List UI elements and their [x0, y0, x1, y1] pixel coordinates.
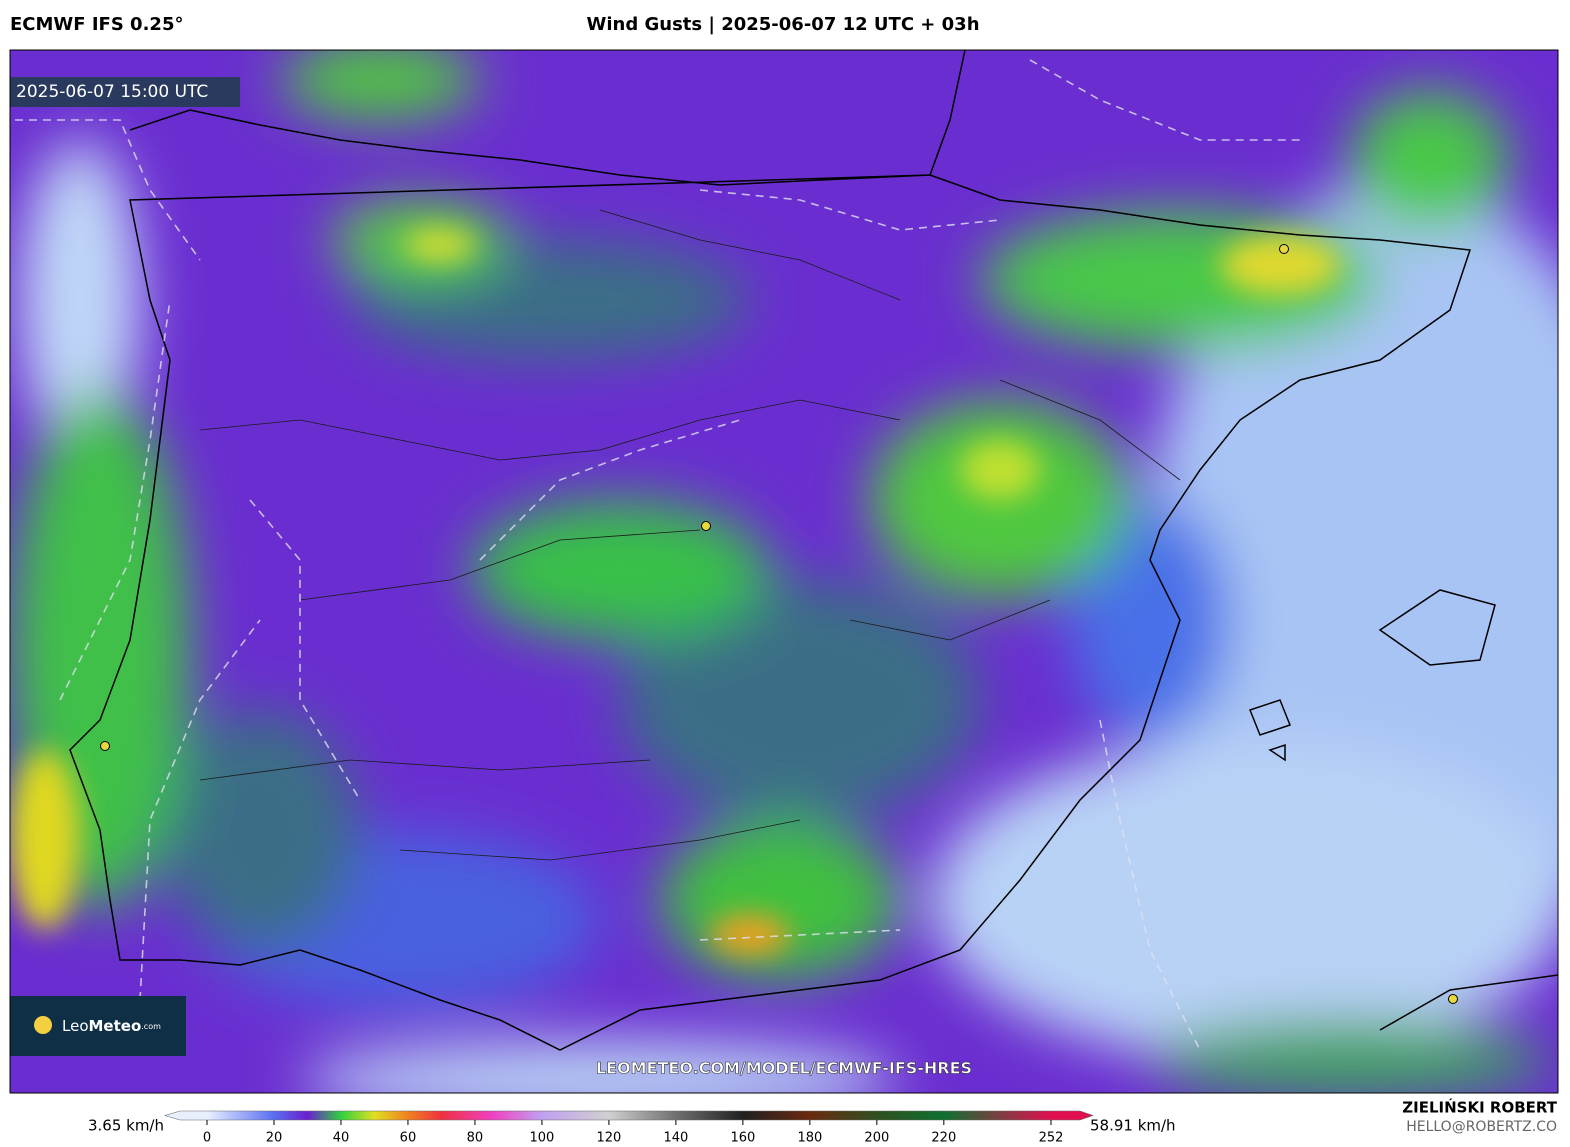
- colorbar-tick-label: 140: [663, 1131, 688, 1146]
- model-label: ECMWF IFS 0.25°: [10, 14, 183, 35]
- colorbar-tick-label: 200: [864, 1131, 889, 1146]
- logo-part: .com: [141, 1022, 161, 1031]
- colorbar-tick-label: 80: [467, 1131, 484, 1146]
- logo: LeoMeteo.com: [62, 1017, 161, 1035]
- colorbar-tick-label: 60: [400, 1131, 417, 1146]
- colorbar-tick-label: 40: [333, 1131, 350, 1146]
- logo-part: Leo: [62, 1017, 89, 1035]
- colorbar-tick-label: 180: [797, 1131, 822, 1146]
- logo-part: Meteo: [89, 1017, 142, 1035]
- colorbar-max: 58.91 km/h: [1090, 1117, 1176, 1135]
- colorbar-tick-label: 100: [530, 1131, 555, 1146]
- colorbar-tick-label: 252: [1039, 1131, 1064, 1146]
- colorbar-tick-label: 220: [931, 1131, 956, 1146]
- map-frame: [9, 49, 1559, 1094]
- colorbar-tick-label: 160: [730, 1131, 755, 1146]
- map: 2025-06-07 15:00 UTC LeoMeteo.com LEOMET…: [10, 50, 1558, 1093]
- colorbar-tick-label: 120: [596, 1131, 621, 1146]
- valid-time: 2025-06-07 15:00 UTC: [16, 82, 208, 102]
- email: HELLO@ROBERTZ.CO: [1406, 1119, 1557, 1135]
- colorbar: 0 20 40 60 80 100 120 140 160 180 200 220 252: [163, 1110, 1094, 1146]
- colorbar-min: 3.65 km/h: [88, 1117, 164, 1135]
- watermark: LEOMETEO.COM/MODEL/ECMWF-IFS-HRES: [596, 1059, 972, 1078]
- author: ZIELIŃSKI ROBERT: [1402, 1098, 1557, 1117]
- chart-title: Wind Gusts | 2025-06-07 12 UTC + 03h: [586, 14, 979, 35]
- colorbar-tick-label: 0: [203, 1131, 211, 1146]
- colorbar-tick-label: 20: [266, 1131, 283, 1146]
